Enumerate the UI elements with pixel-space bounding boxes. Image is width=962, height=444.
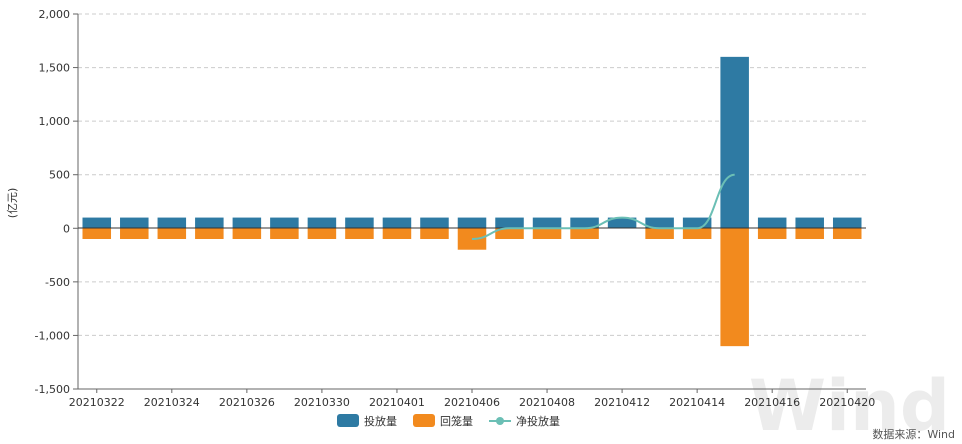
- bar-withdrawal: [232, 228, 262, 239]
- bar-injection: [232, 217, 262, 229]
- bar-injection: [120, 217, 149, 229]
- bar-withdrawal: [720, 228, 749, 347]
- bar-withdrawal: [532, 228, 562, 239]
- bar-withdrawal: [307, 228, 337, 239]
- x-tick-label: 20210324: [144, 396, 200, 409]
- bars: [82, 56, 862, 347]
- x-tick-label: 20210416: [744, 396, 800, 409]
- legend: 投放量 回笼量 净投放量: [337, 414, 560, 428]
- x-tick-label: 20210412: [594, 396, 650, 409]
- bar-injection: [757, 217, 787, 229]
- bar-withdrawal: [120, 228, 149, 239]
- bar-withdrawal: [495, 228, 524, 239]
- y-tick-label: 1,500: [39, 62, 71, 75]
- net-line: [471, 173, 735, 240]
- y-axis-label: (亿元): [6, 188, 19, 219]
- legend-swatch: [413, 414, 435, 427]
- bar-injection: [645, 217, 674, 229]
- x-tick-label: 20210330: [294, 396, 350, 409]
- legend-swatch-dot: [496, 417, 504, 425]
- bar-withdrawal: [795, 228, 824, 239]
- bar-injection: [532, 217, 562, 229]
- bar-withdrawal: [157, 228, 187, 239]
- y-tick-label: 0: [63, 222, 70, 235]
- bar-injection: [420, 217, 449, 229]
- bar-injection: [832, 217, 862, 229]
- x-tick-label: 20210401: [369, 396, 425, 409]
- bar-withdrawal: [570, 228, 599, 239]
- y-axis: -1,500 -1,000 -500 0 500 1,000 1,500 2,000: [35, 8, 79, 396]
- bar-withdrawal: [682, 228, 712, 239]
- net-injection-line: [471, 173, 735, 240]
- bar-injection: [720, 56, 749, 229]
- legend-label: 投放量: [364, 414, 397, 428]
- bar-injection: [607, 217, 637, 229]
- bar-injection: [270, 217, 299, 229]
- y-tick-label: -500: [45, 276, 70, 289]
- bar-withdrawal: [195, 228, 224, 239]
- bar-injection: [495, 217, 524, 229]
- legend-label: 回笼量: [440, 414, 473, 428]
- y-tick-label: -1,000: [35, 329, 70, 342]
- x-tick-label: 20210414: [669, 396, 725, 409]
- bar-injection: [307, 217, 337, 229]
- bar-injection: [457, 217, 487, 229]
- y-tick-label: 1,000: [39, 115, 71, 128]
- x-tick-label: 20210322: [69, 396, 125, 409]
- bar-withdrawal: [382, 228, 412, 239]
- bar-withdrawal: [757, 228, 787, 239]
- bar-injection: [795, 217, 824, 229]
- bar-injection: [570, 217, 599, 229]
- x-tick-label: 20210326: [219, 396, 275, 409]
- x-tick-label: 20210408: [519, 396, 575, 409]
- bar-injection: [195, 217, 224, 229]
- bar-withdrawal: [82, 228, 112, 239]
- x-tick-label: 20210420: [819, 396, 875, 409]
- legend-swatch: [337, 414, 359, 427]
- y-tick-label: 500: [49, 169, 70, 182]
- bar-injection: [382, 217, 412, 229]
- x-tick-label: 20210406: [444, 396, 500, 409]
- bar-injection: [682, 217, 712, 229]
- bar-withdrawal: [345, 228, 374, 239]
- bar-withdrawal: [832, 228, 862, 239]
- bar-injection: [345, 217, 374, 229]
- x-axis: 20210322 20210324 20210326 20210330 20210401…: [69, 388, 875, 409]
- bar-withdrawal: [270, 228, 299, 239]
- watermark: Wind: [749, 365, 950, 444]
- y-tick-label: 2,000: [39, 8, 71, 21]
- bar-withdrawal: [420, 228, 449, 239]
- source-label: 数据来源：Wind: [872, 427, 955, 441]
- bar-injection: [82, 217, 112, 229]
- bar-injection: [157, 217, 187, 229]
- y-tick-label: -1,500: [35, 383, 70, 396]
- legend-label: 净投放量: [516, 414, 560, 428]
- bar-withdrawal: [645, 228, 674, 239]
